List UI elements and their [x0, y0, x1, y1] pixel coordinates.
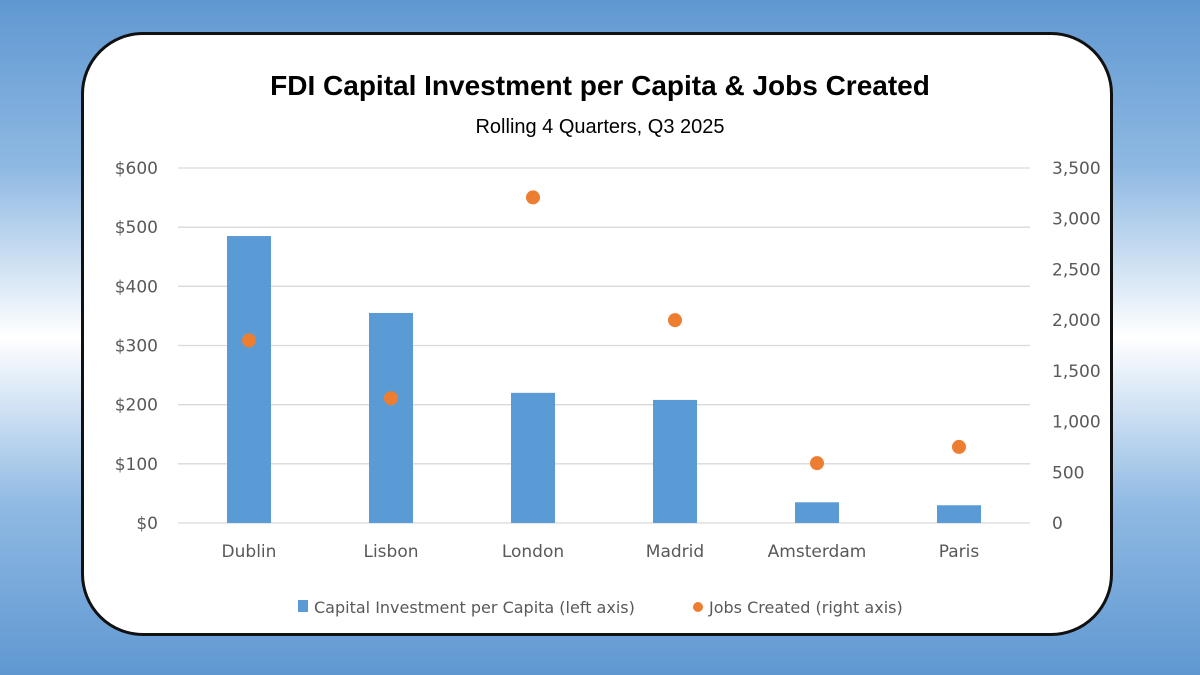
jobs-series [242, 190, 966, 471]
legend-swatch-jobs [693, 602, 703, 612]
right-axis-tick-label: 3,500 [1052, 159, 1101, 179]
legend-swatch-capital [298, 600, 308, 612]
legend-label-capital: Capital Investment per Capita (left axis… [314, 598, 635, 617]
bar [511, 392, 555, 523]
jobs-point [810, 456, 824, 471]
legend-label-jobs: Jobs Created (right axis) [708, 598, 903, 617]
chart-subtitle: Rolling 4 Quarters, Q3 2025 [475, 116, 724, 138]
right-axis-tick-label: 2,000 [1052, 311, 1101, 331]
x-axis-tick-label: Amsterdam [768, 542, 867, 562]
jobs-point [242, 333, 256, 348]
x-axis-tick-label: Dublin [222, 542, 277, 562]
jobs-point [384, 391, 398, 406]
left-axis-tick-label: $100 [115, 455, 158, 475]
x-axis-tick-label: Paris [939, 542, 980, 562]
bar [937, 505, 981, 523]
left-axis-tick-label: $0 [136, 514, 158, 534]
right-axis-tick-label: 3,000 [1052, 210, 1101, 230]
x-axis-ticks: Dublin Lisbon London Madrid Amsterdam Paris [222, 542, 980, 562]
bar [227, 236, 271, 523]
bar [369, 312, 413, 523]
left-axis-ticks: $0 $100 $200 $300 $400 $500 $600 [115, 159, 158, 534]
left-axis-tick-label: $300 [115, 337, 158, 357]
legend: Capital Investment per Capita (left axis… [298, 598, 903, 617]
jobs-point [952, 439, 966, 454]
left-axis-tick-label: $600 [115, 159, 158, 179]
right-axis-tick-label: 1,000 [1052, 413, 1101, 433]
jobs-point [526, 190, 540, 205]
right-axis-tick-label: 500 [1052, 463, 1084, 483]
x-axis-tick-label: London [502, 542, 564, 562]
right-axis-ticks: 0 500 1,000 1,500 2,000 2,500 3,000 3,500 [1052, 159, 1101, 534]
right-axis-tick-label: 0 [1052, 514, 1063, 534]
x-axis-tick-label: Madrid [646, 542, 704, 562]
right-axis-tick-label: 2,500 [1052, 260, 1101, 280]
bar [653, 399, 697, 523]
jobs-point [668, 313, 682, 328]
left-axis-tick-label: $500 [115, 218, 158, 238]
left-axis-tick-label: $400 [115, 277, 158, 297]
gridlines [178, 167, 1030, 524]
x-axis-tick-label: Lisbon [363, 542, 418, 562]
left-axis-tick-label: $200 [115, 396, 158, 416]
bar-series [227, 236, 981, 523]
right-axis-tick-label: 1,500 [1052, 362, 1101, 382]
chart-title: FDI Capital Investment per Capita & Jobs… [270, 70, 930, 101]
bar [795, 502, 839, 523]
